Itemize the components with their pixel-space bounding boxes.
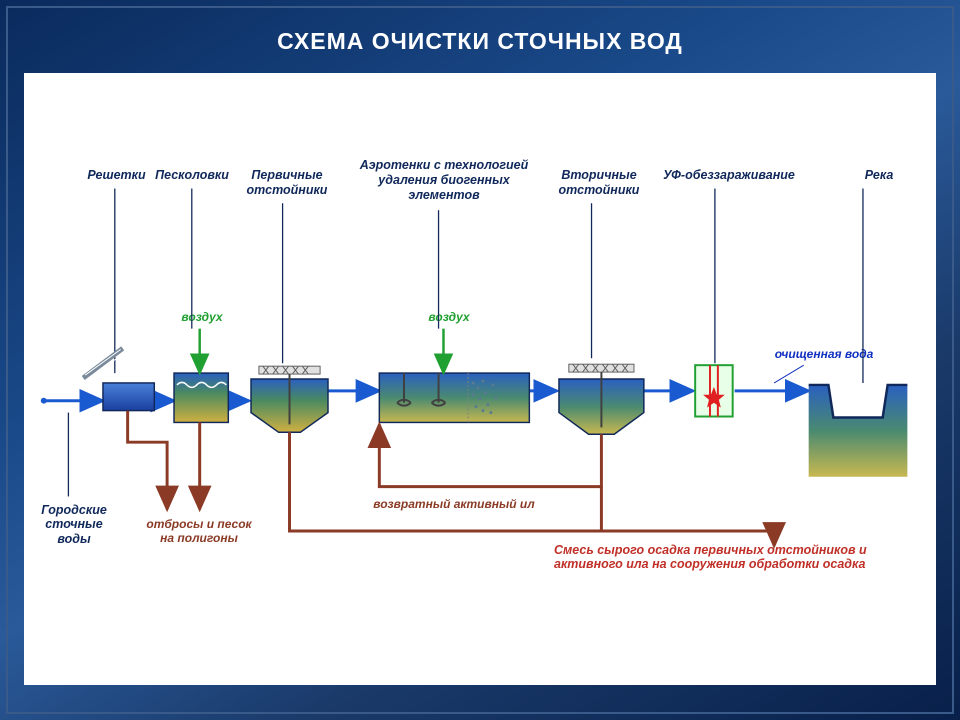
label-leaders <box>68 189 863 497</box>
unit-aeration <box>379 329 529 423</box>
process-diagram <box>24 73 936 685</box>
waste-arrows <box>128 411 200 510</box>
unit-sandtrap <box>174 329 228 423</box>
diagram-canvas: Решетки Песколовки Первичные отстойники … <box>24 73 936 685</box>
cleaned-water-leader <box>774 365 804 383</box>
unit-secondary-settler <box>559 364 644 434</box>
unit-uv <box>695 365 733 416</box>
slide-title: СХЕМА ОЧИСТКИ СТОЧНЫХ ВОД <box>6 6 954 73</box>
sludge-mix-line <box>290 432 775 546</box>
return-sludge-line <box>379 424 601 486</box>
unit-primary-settler <box>251 366 328 432</box>
inlet-dot <box>41 398 47 404</box>
unit-river <box>809 385 908 477</box>
slide-frame: СХЕМА ОЧИСТКИ СТОЧНЫХ ВОД Решетки Пескол… <box>0 0 960 720</box>
